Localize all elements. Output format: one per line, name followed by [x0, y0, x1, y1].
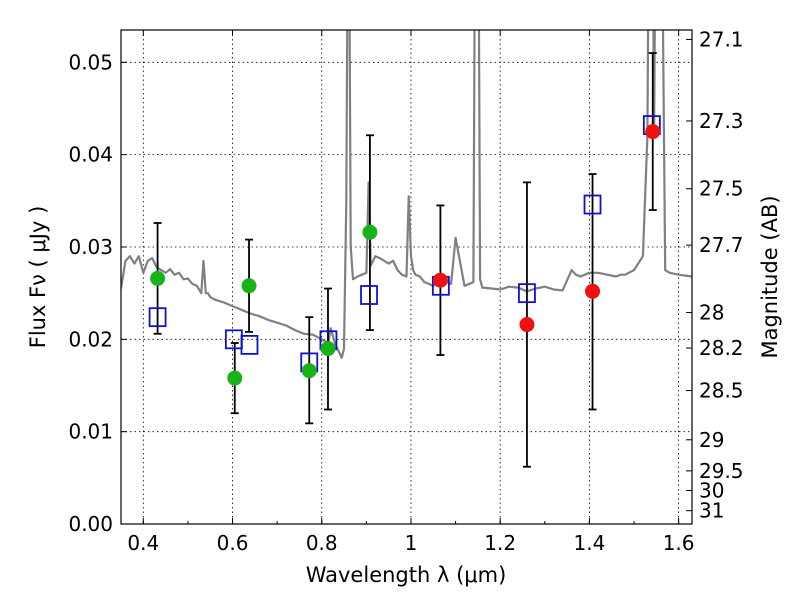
axis-ticks [121, 30, 692, 525]
y2-tick-label: 27.3 [699, 109, 744, 133]
y-axis-label: Flux Fν ( μJy ) [26, 206, 50, 349]
x-tick-label: 1.2 [484, 531, 516, 555]
x-tick-label: 1.6 [663, 531, 695, 555]
model-photometry-box [583, 194, 602, 215]
error-bars [153, 52, 657, 468]
y2-tick-label: 29 [699, 428, 724, 452]
observed-point [585, 283, 601, 299]
y2-tick-label: 28.2 [699, 336, 744, 360]
x-tick-label: 1.4 [573, 531, 605, 555]
y-tick-label: 0.00 [68, 512, 113, 536]
x-axis-label: Wavelength λ (μm) [306, 563, 507, 587]
y2-tick-label: 28.5 [699, 379, 744, 403]
y2-tick-label: 27.5 [699, 177, 744, 201]
observed-photometry [150, 124, 661, 386]
observed-point [301, 363, 317, 379]
observed-point [227, 370, 243, 386]
y-tick-label: 0.02 [68, 327, 113, 351]
observed-point [362, 224, 378, 240]
model-photometry-box [240, 334, 259, 355]
x-tick-label: 0.8 [306, 531, 338, 555]
x-tick-label: 0.6 [217, 531, 249, 555]
model-photometry-box [360, 285, 378, 305]
observed-point [519, 317, 535, 333]
y2-tick-label: 31 [699, 499, 724, 523]
y2-tick-label: 28 [699, 300, 724, 324]
y2-tick-label: 30 [699, 478, 724, 502]
y-tick-label: 0.04 [68, 143, 113, 167]
y2-tick-label: 27.7 [699, 233, 744, 257]
observed-point [645, 124, 661, 140]
y2-tick-label: 29.5 [699, 459, 744, 483]
model-photometry-box [518, 283, 536, 304]
observed-point [432, 272, 448, 288]
y-tick-label: 0.03 [68, 235, 113, 259]
y-tick-label: 0.01 [68, 420, 113, 444]
observed-point [241, 278, 257, 294]
y2-tick-label: 27.1 [699, 27, 744, 51]
observed-point [150, 270, 166, 286]
tick-labels: 0.4 0.6 0.8 1 1.2 1.4 1.6 0.00 0.01 0.02 0.03 0.04 0… [68, 27, 743, 555]
model-photometry-box [148, 307, 167, 328]
x-tick-label: 0.4 [127, 531, 159, 555]
x-tick-label: 1 [405, 531, 418, 555]
plot-frame [120, 29, 693, 525]
model-spectrum [121, 30, 692, 359]
model-spectrum-line [121, 30, 692, 359]
y-tick-label: 0.05 [68, 50, 113, 74]
observed-point [320, 341, 336, 357]
y2-axis-label: Magnitude (AB) [758, 195, 782, 358]
